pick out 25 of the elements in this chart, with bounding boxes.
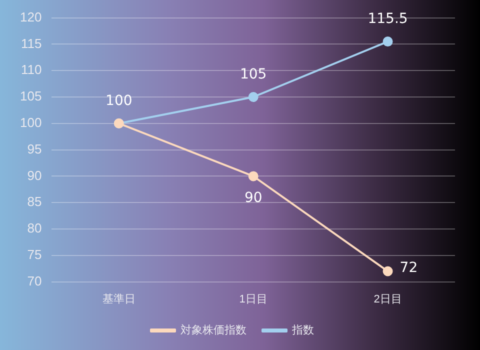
point bbox=[382, 36, 393, 47]
x-tick-label: 基準日 bbox=[102, 292, 136, 306]
y-tick-label: 75 bbox=[27, 246, 42, 262]
legend-label: 対象株価指数 bbox=[180, 324, 246, 337]
point bbox=[248, 171, 258, 182]
point bbox=[382, 266, 393, 276]
data-label: 72 bbox=[400, 260, 418, 276]
y-tick-label: 80 bbox=[27, 220, 42, 236]
y-tick-label: 70 bbox=[27, 273, 42, 288]
y-tick-label: 110 bbox=[20, 62, 42, 78]
data-label: 90 bbox=[244, 190, 262, 206]
y-tick-label: 90 bbox=[27, 168, 42, 183]
data-label: 105 bbox=[240, 66, 267, 83]
y-tick-label: 85 bbox=[27, 194, 42, 210]
y-tick-label: 100 bbox=[20, 114, 42, 130]
y-tick-label: 95 bbox=[27, 141, 42, 156]
y-tick-label: 115 bbox=[20, 36, 42, 51]
legend-label: 指数 bbox=[291, 324, 314, 337]
data-label: 115.5 bbox=[368, 11, 408, 28]
point bbox=[248, 92, 258, 102]
data-label: 100 bbox=[106, 93, 132, 110]
y-tick-label: 105 bbox=[20, 88, 42, 104]
x-tick-label: 1日目 bbox=[239, 293, 268, 306]
y-tick-label: 120 bbox=[20, 9, 42, 24]
x-tick-label: 2日目 bbox=[374, 293, 402, 306]
